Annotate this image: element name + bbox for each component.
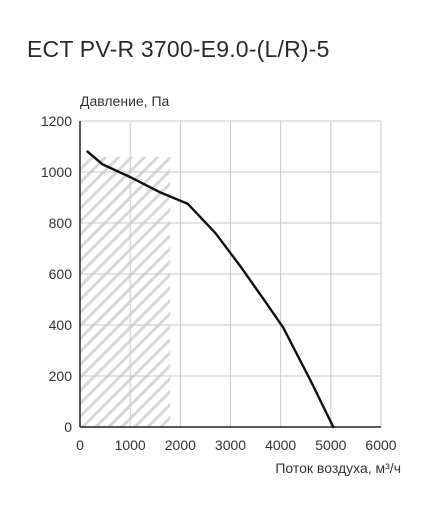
hatched-region [80, 156, 447, 427]
y-tick-label: 400 [49, 317, 73, 333]
hatch-line [408, 157, 447, 427]
y-tick-label: 1000 [41, 164, 72, 180]
hatch-line [107, 363, 171, 427]
hatch-line [80, 194, 171, 289]
hatch-line [80, 207, 171, 302]
x-tick-label: 5000 [315, 437, 346, 453]
hatch-line [80, 233, 171, 328]
hatch-line [304, 157, 447, 427]
hatch-line [80, 220, 171, 315]
y-tick-label: 1200 [41, 113, 72, 129]
grid [80, 120, 382, 427]
y-tick-label: 800 [49, 215, 73, 231]
hatch-lines [80, 156, 447, 427]
hatch-line [80, 156, 160, 237]
y-tick-label: 600 [49, 266, 73, 282]
hatch-line [80, 324, 171, 419]
hatch-line [159, 415, 171, 427]
hatch-line [330, 157, 447, 427]
hatch-line [80, 156, 134, 211]
hatch-line [80, 259, 171, 354]
series-line-1 [86, 150, 335, 429]
y-axis-label: Давление, Па [80, 93, 170, 109]
chart-title: ECT PV-R 3700-E9.0-(L/R)-5 [27, 36, 330, 62]
x-tick-label: 3000 [215, 437, 246, 453]
hatch-line [80, 156, 95, 172]
hatch-line [395, 157, 447, 427]
hatch-line [146, 402, 171, 427]
y-tick-labels: 0 200 400 600 800 1000 1200 [41, 113, 72, 435]
hatch-line [382, 157, 447, 427]
hatch-line [94, 350, 171, 427]
plot-frame [79, 121, 381, 428]
hatch-line [187, 157, 447, 427]
hatch-line [200, 157, 447, 427]
hatch-line [239, 157, 447, 427]
hatch-line [356, 157, 447, 427]
hatch-line [80, 156, 147, 224]
hatch-line [80, 246, 171, 341]
hatch-line [81, 337, 171, 427]
hatch-line [80, 156, 82, 159]
x-tick-label: 2000 [165, 437, 196, 453]
x-axis-label: Поток воздуха, м³/ч [275, 460, 401, 476]
x-tick-labels: 0 1000 2000 3000 4000 5000 6000 [76, 437, 397, 453]
hatch-line [265, 157, 447, 427]
hatch-line [343, 157, 447, 427]
hatch-line [80, 181, 171, 276]
hatch-line [213, 157, 447, 427]
hatch-line [421, 157, 447, 427]
x-tick-label: 1000 [115, 437, 146, 453]
hatch-line [369, 157, 447, 427]
hatch-line [80, 311, 171, 406]
y-tick-label: 0 [64, 419, 72, 435]
series-lines [86, 150, 335, 429]
x-tick-label: 0 [76, 437, 84, 453]
hatch-line [174, 157, 444, 427]
hatch-line [434, 157, 447, 427]
hatch-line [80, 168, 171, 263]
x-tick-label: 4000 [265, 437, 296, 453]
hatch-line [80, 272, 171, 367]
hatch-line [317, 157, 447, 427]
hatch-line [80, 298, 171, 393]
y-tick-label: 200 [49, 368, 73, 384]
hatch-line [278, 157, 447, 427]
x-tick-label: 6000 [365, 437, 396, 453]
hatch-line [120, 376, 171, 427]
hatch-line [80, 285, 171, 380]
hatch-line [133, 389, 171, 427]
hatch-line [80, 156, 171, 250]
